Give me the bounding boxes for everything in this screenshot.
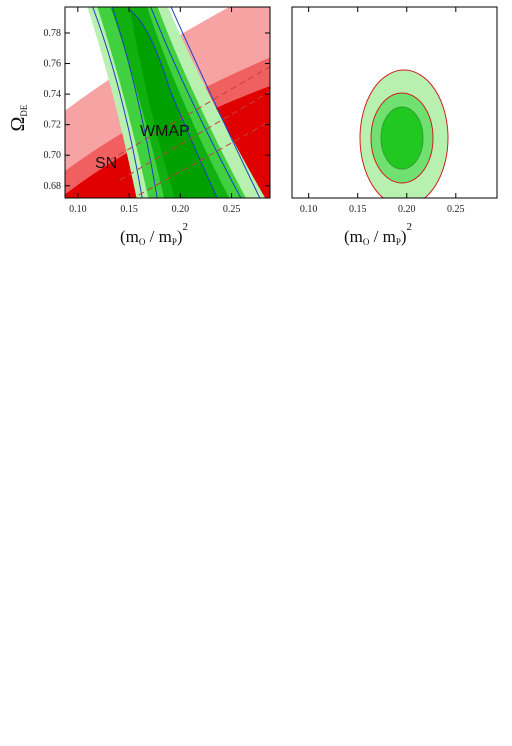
y-tick-label: 0.68 bbox=[44, 181, 62, 192]
y-tick-label: 0.76 bbox=[44, 59, 62, 70]
plot-frame bbox=[291, 6, 498, 199]
right-contours bbox=[359, 69, 449, 198]
plot-frame bbox=[64, 6, 271, 199]
y-axis-label: ΩDE bbox=[7, 104, 29, 131]
x-axis-label: (mO / mP)2 bbox=[120, 221, 188, 247]
x-tick-label: 0.20 bbox=[172, 204, 190, 215]
left-contours bbox=[65, 7, 270, 198]
y-tick-label: 0.72 bbox=[44, 120, 62, 131]
y-tick-label: 0.74 bbox=[44, 89, 62, 100]
x-tick-label: 0.10 bbox=[69, 204, 87, 215]
annotation: WMAP bbox=[140, 123, 190, 140]
x-tick-label: 0.15 bbox=[120, 204, 138, 215]
x-axis-label: (mO / mP)2 bbox=[344, 221, 412, 247]
x-tick-label: 0.25 bbox=[447, 204, 465, 215]
y-tick-label: 0.78 bbox=[44, 28, 62, 39]
x-tick-label: 0.10 bbox=[300, 204, 318, 215]
annotation: SN bbox=[95, 155, 117, 172]
x-tick-label: 0.20 bbox=[398, 204, 416, 215]
y-tick-label: 0.70 bbox=[44, 150, 62, 161]
x-tick-label: 0.15 bbox=[349, 204, 367, 215]
x-tick-label: 0.25 bbox=[223, 204, 241, 215]
